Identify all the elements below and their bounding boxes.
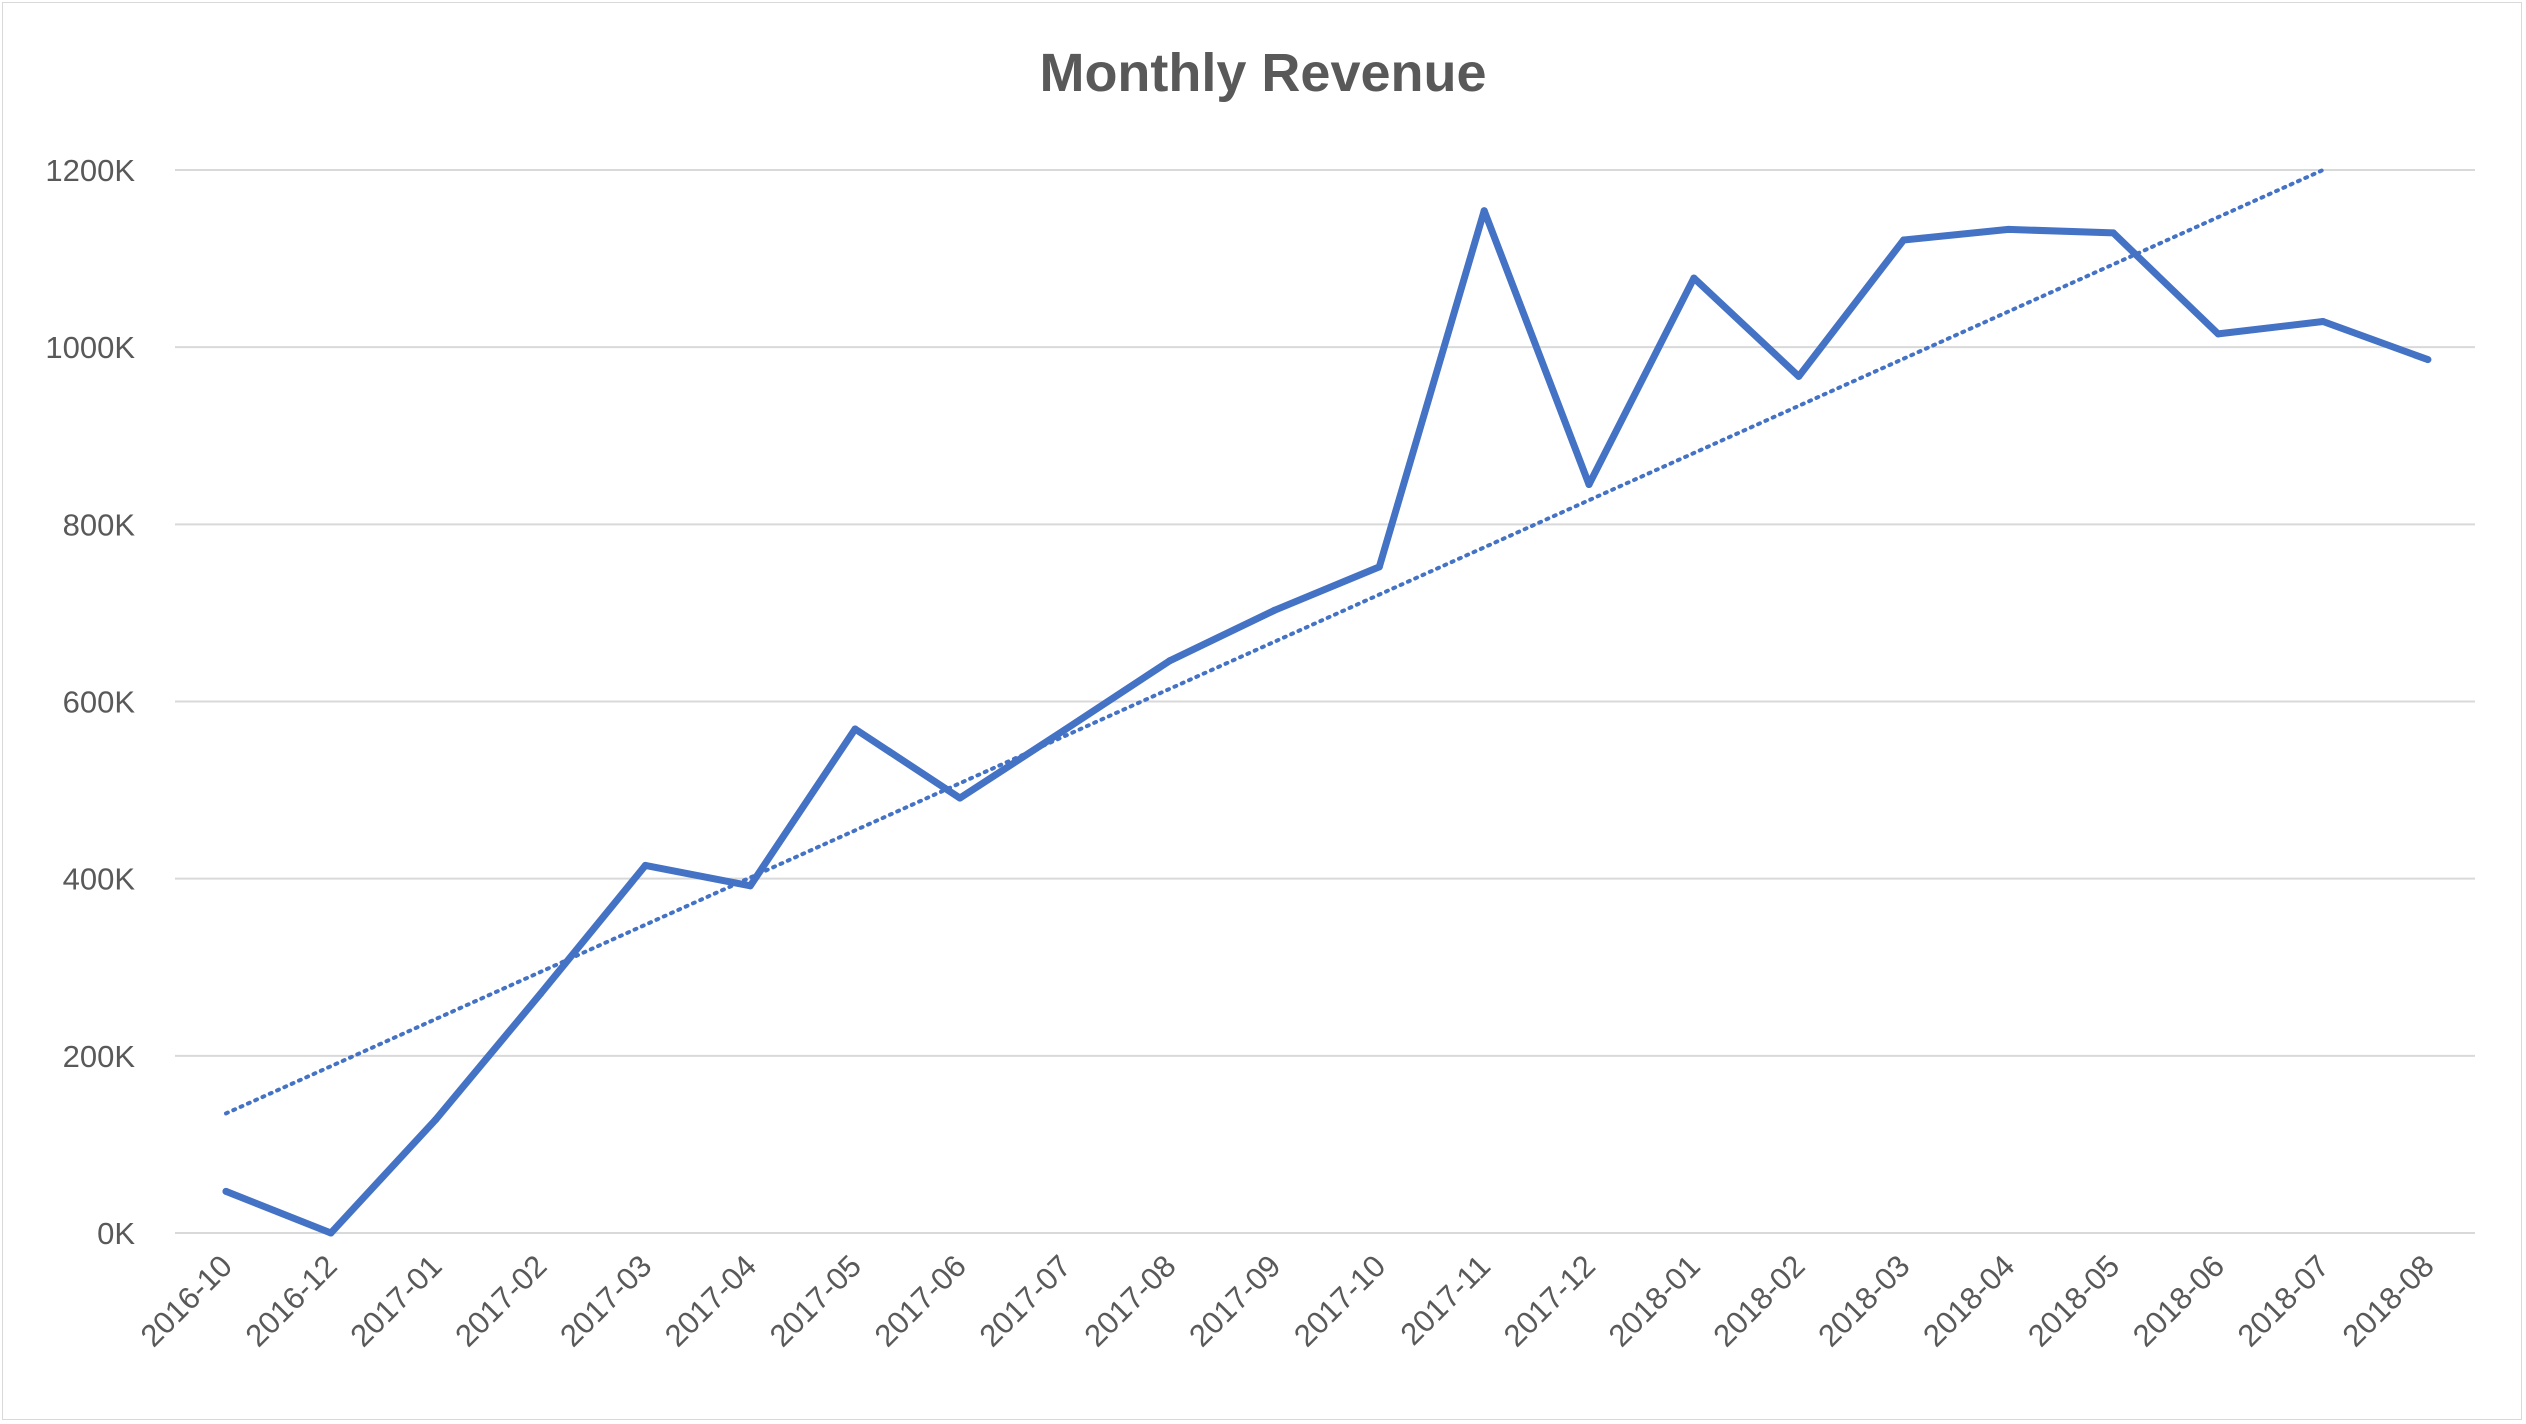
y-axis-labels: 0K 200K 400K 600K 800K 1000K 1200K	[45, 153, 135, 1251]
x-tick-label: 2017-05	[763, 1248, 868, 1353]
data-point	[2319, 317, 2327, 325]
data-point	[2109, 229, 2117, 237]
x-tick-label: 2018-05	[2021, 1248, 2126, 1353]
data-point	[1900, 236, 1908, 244]
y-tick-label: 200K	[63, 1039, 136, 1074]
x-tick-label: 2017-04	[658, 1248, 763, 1353]
trendline	[224, 168, 2325, 1116]
data-point	[222, 1187, 230, 1195]
data-point	[2424, 356, 2432, 364]
y-tick-label: 1000K	[45, 330, 135, 365]
data-point	[2004, 225, 2012, 233]
y-tick-label: 600K	[63, 685, 136, 720]
x-tick-label: 2018-08	[2336, 1248, 2441, 1353]
data-point	[432, 1116, 440, 1124]
x-tick-label: 2016-10	[134, 1248, 239, 1353]
data-point	[1795, 372, 1803, 380]
data-point	[746, 882, 754, 890]
gridlines	[175, 169, 2475, 1234]
x-tick-label: 2018-03	[1811, 1248, 1916, 1353]
data-point	[1375, 563, 1383, 571]
x-tick-label: 2017-10	[1287, 1248, 1392, 1353]
y-tick-label: 1200K	[45, 153, 135, 188]
x-tick-label: 2017-02	[448, 1248, 553, 1353]
x-tick-label: 2017-12	[1497, 1248, 1602, 1353]
x-tick-label: 2017-11	[1394, 1248, 1498, 1352]
trendline-group	[224, 168, 2325, 1116]
chart-title: Monthly Revenue	[1039, 43, 1487, 103]
data-point	[1061, 726, 1069, 734]
x-tick-label: 2018-02	[1706, 1248, 1811, 1353]
x-tick-label: 2018-07	[2231, 1248, 2336, 1353]
data-point	[327, 1229, 335, 1237]
data-point	[1690, 274, 1698, 282]
data-point	[641, 861, 649, 869]
x-tick-label: 2017-01	[343, 1248, 448, 1353]
data-point	[2214, 330, 2222, 338]
x-tick-label: 2018-04	[1916, 1248, 2021, 1353]
x-tick-label: 2018-06	[2126, 1248, 2231, 1353]
data-point	[956, 794, 964, 802]
data-point	[1166, 657, 1174, 665]
y-tick-label: 0K	[97, 1216, 135, 1251]
x-tick-label: 2017-08	[1077, 1248, 1182, 1353]
x-tick-label: 2018-01	[1602, 1248, 1707, 1353]
y-tick-label: 800K	[63, 507, 136, 542]
y-tick-label: 400K	[63, 862, 136, 897]
x-tick-label: 2017-03	[553, 1248, 658, 1353]
series-group	[222, 207, 2432, 1237]
x-tick-label: 2017-09	[1182, 1248, 1287, 1353]
x-tick-label: 2017-07	[973, 1248, 1078, 1353]
data-point	[1585, 480, 1593, 488]
x-tick-label: 2017-06	[868, 1248, 973, 1353]
data-point	[1480, 207, 1488, 215]
revenue-series-line	[222, 207, 2432, 1237]
data-point	[851, 725, 859, 733]
x-tick-label: 2016-12	[239, 1248, 344, 1353]
data-point	[537, 990, 545, 998]
x-axis-labels: 2016-10 2016-12 2017-01 2017-02 2017-03 2017-…	[134, 1248, 2441, 1353]
data-point	[1271, 606, 1278, 614]
